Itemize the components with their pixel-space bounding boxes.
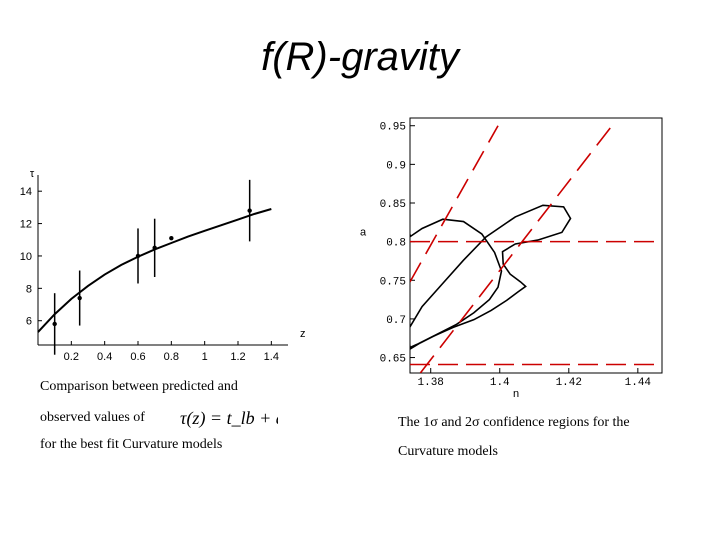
x-tick-label: 1.2 <box>230 351 245 363</box>
x-tick-label: 0.6 <box>130 351 145 363</box>
formula-text: τ(z) = t_lb + df <box>180 408 278 429</box>
data-point <box>52 321 57 327</box>
left-caption-line3: for the best fit Curvature models <box>40 437 223 452</box>
x-tick-label: 1 <box>202 351 208 363</box>
plot-frame <box>409 117 663 374</box>
series-contour-outer <box>410 204 572 349</box>
y-tick-label: 0.7 <box>386 315 406 327</box>
left-caption-line1: Comparison between predicted and <box>40 379 238 394</box>
tau-formula: τ(z) = t_lb + df <box>180 408 278 429</box>
y-axis-label: a <box>360 227 367 239</box>
data-point <box>247 208 252 213</box>
x-tick-label: 1.4 <box>264 351 279 363</box>
data-point <box>77 295 82 301</box>
y-axis-label: τ <box>30 168 35 180</box>
x-tick-label: 1.44 <box>625 377 652 389</box>
x-axis-label: n <box>513 388 519 398</box>
left-caption-line2: observed values of <box>40 410 145 425</box>
data-point <box>169 235 174 241</box>
y-tick-label: 8 <box>26 283 32 295</box>
right-caption-line1: The 1σ and 2σ confidence regions for the <box>398 415 630 430</box>
series-diagonal-2 <box>419 125 613 373</box>
slide-title: f(R)-gravity <box>261 35 459 79</box>
y-tick-label: 14 <box>20 186 32 198</box>
y-tick-label: 0.85 <box>380 199 406 211</box>
x-tick-label: 1.38 <box>418 377 444 389</box>
x-tick-label: 1.42 <box>556 377 582 389</box>
y-tick-label: 12 <box>20 219 32 231</box>
tau-z-chart: 0.2 0.4 0.6 0.8 1 1.2 1.4 6 8 10 12 14 z τ <box>20 168 306 363</box>
y-tick-label: 0.8 <box>386 238 406 250</box>
x-tick-label: 0.8 <box>164 351 179 363</box>
y-tick-label: 0.65 <box>380 354 406 366</box>
y-tick-label: 6 <box>26 316 32 328</box>
confidence-region-chart: 1.38 1.4 1.42 1.44 0.65 0.7 0.75 0.8 0.85 0.9 0.95… <box>360 117 663 398</box>
series-diagonal-1 <box>410 125 499 283</box>
right-caption-line2: Curvature models <box>398 444 498 459</box>
y-tick-label: 0.75 <box>380 276 406 288</box>
x-tick-label: 0.4 <box>97 351 112 363</box>
x-tick-label: 0.2 <box>64 351 79 363</box>
data-point <box>135 253 141 259</box>
plot-area <box>410 125 662 373</box>
y-tick-label: 0.9 <box>386 160 406 172</box>
x-axis-label: z <box>300 328 306 340</box>
series-contour-inner <box>410 218 503 350</box>
y-tick-label: 0.95 <box>380 122 406 134</box>
x-tick-label: 1.4 <box>490 377 510 389</box>
data-point <box>152 245 157 251</box>
y-tick-label: 10 <box>20 251 32 263</box>
